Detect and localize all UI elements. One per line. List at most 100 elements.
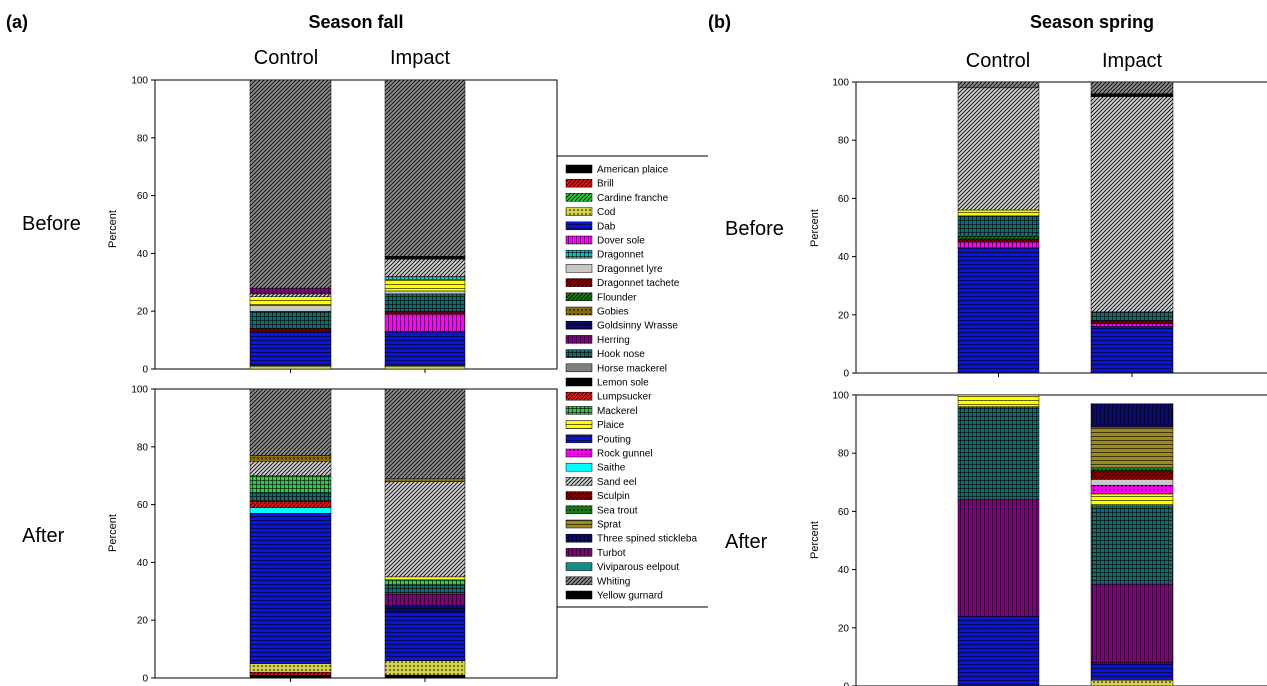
bar-segment-season-fall-before-control-plaice bbox=[249, 296, 332, 306]
legend-swatch bbox=[565, 164, 593, 174]
y-tick-label: 60 bbox=[838, 507, 850, 518]
bar-segment-season-spring-before-control-hook-nose bbox=[957, 215, 1040, 237]
legend-label: Sea trout bbox=[597, 505, 638, 516]
bar-segment-season-spring-after-impact-three-spined-stickleba bbox=[1090, 403, 1174, 428]
bar-segment-season-fall-after-impact-herring bbox=[384, 593, 466, 607]
bar-segment-season-spring-before-control-sand-eel bbox=[957, 87, 1040, 211]
y-tick-label: 20 bbox=[137, 307, 149, 318]
bar-segment-season-fall-after-control-brill bbox=[249, 671, 332, 676]
y-tick-label: 80 bbox=[838, 449, 850, 460]
legend-swatch bbox=[565, 292, 593, 302]
legend-label: Pouting bbox=[597, 434, 631, 445]
legend-label: Gobies bbox=[597, 307, 629, 318]
legend-swatch bbox=[565, 363, 593, 373]
bar-segment-season-fall-after-impact-plaice bbox=[384, 576, 466, 580]
bar-segment-season-spring-before-control-sculpin bbox=[957, 238, 1040, 243]
bar-segment-season-fall-after-impact-goldsinny-wrasse bbox=[384, 605, 466, 612]
bar-segment-season-fall-before-impact-hook-nose bbox=[384, 293, 466, 312]
legend-label: Lemon sole bbox=[597, 378, 649, 389]
panel-a-after-ylabel: Percent bbox=[107, 514, 119, 552]
bar-segment-season-fall-before-control-dab bbox=[249, 331, 332, 367]
legend-label: Dragonnet tachete bbox=[597, 278, 680, 289]
panel-b-row-after: After bbox=[725, 531, 768, 553]
panel-b-row-before: Before bbox=[725, 218, 784, 240]
legend-label: Flounder bbox=[597, 292, 637, 303]
y-tick-label: 100 bbox=[832, 78, 849, 89]
legend-swatch bbox=[565, 548, 593, 557]
y-tick-label: 100 bbox=[131, 76, 148, 87]
bar-segment-season-fall-after-control-cod bbox=[249, 663, 332, 673]
legend-label: Cod bbox=[597, 207, 615, 218]
panel-b-column-impact: Impact bbox=[1102, 50, 1162, 72]
bar-segment-season-fall-after-impact-lemon-sole bbox=[384, 674, 466, 679]
legend-swatch bbox=[565, 349, 593, 358]
legend-label: Hook nose bbox=[597, 349, 645, 360]
legend-swatch bbox=[565, 477, 593, 486]
bar-segment-season-spring-before-control-whiting bbox=[957, 81, 1040, 89]
legend-label: Dragonnet lyre bbox=[597, 264, 663, 275]
bar-segment-season-spring-after-impact-plaice bbox=[1090, 493, 1174, 506]
bar-segment-season-spring-after-control-dab bbox=[957, 615, 1040, 686]
bar-segment-season-fall-before-control-dragonnet-lyre bbox=[249, 305, 332, 312]
bar-segment-season-fall-before-impact-plaice bbox=[384, 279, 466, 292]
panel-a-column-control: Control bbox=[254, 47, 318, 69]
legend-label: Herring bbox=[597, 335, 630, 346]
legend-label: Sand eel bbox=[597, 477, 636, 488]
y-tick-label: 40 bbox=[137, 249, 149, 260]
bar-segment-season-spring-before-impact-sand-eel bbox=[1090, 96, 1174, 313]
y-tick-label: 40 bbox=[137, 558, 149, 569]
bar-segment-season-fall-before-impact-lemon-sole bbox=[384, 256, 466, 260]
bar-segment-season-spring-after-impact-dab bbox=[1090, 662, 1174, 681]
bar-segment-season-spring-after-impact-sea-trout bbox=[1090, 467, 1174, 471]
bar-segment-season-fall-after-impact-whiting bbox=[384, 388, 466, 479]
panel-a-title: Season fall bbox=[308, 12, 403, 32]
legend: American plaice Brill Cardine franche Cod Da… bbox=[557, 155, 708, 608]
legend-label: Turbot bbox=[597, 548, 626, 559]
panel-a-row-after: After bbox=[22, 525, 65, 547]
y-tick-label: 60 bbox=[137, 191, 149, 202]
bar-segment-season-fall-after-control-dab bbox=[249, 513, 332, 664]
bar-segment-season-fall-before-control-sand-eel bbox=[249, 293, 332, 297]
bar-segment-season-spring-after-control-herring bbox=[957, 499, 1040, 617]
legend-swatch bbox=[565, 420, 593, 429]
legend-swatch bbox=[565, 278, 593, 287]
bar-segment-season-spring-after-control-hook-nose bbox=[957, 406, 1040, 501]
legend-label: Dragonnet bbox=[597, 250, 644, 261]
bar-segment-season-fall-after-control-whiting bbox=[249, 388, 332, 456]
bar-segment-season-fall-before-impact-dragonnet-lyre bbox=[384, 290, 466, 295]
legend-swatch bbox=[565, 178, 593, 188]
legend-label: Mackerel bbox=[597, 406, 638, 417]
bar-segment-season-fall-after-impact-sand-eel bbox=[384, 481, 466, 578]
legend-swatch bbox=[565, 505, 593, 515]
legend-swatch bbox=[565, 576, 593, 586]
panel-a-column-impact: Impact bbox=[390, 47, 450, 69]
bar-segment-season-fall-after-impact-mackerel bbox=[384, 579, 466, 586]
plot-fall-before: 0 20 40 60 80 100 bbox=[131, 76, 558, 376]
y-tick-label: 0 bbox=[142, 674, 148, 685]
legend-swatch bbox=[565, 391, 593, 401]
legend-label: Horse mackerel bbox=[597, 363, 667, 374]
legend-label: Cardine franche bbox=[597, 193, 669, 204]
bar-segment-season-fall-after-impact-hook-nose bbox=[384, 585, 466, 595]
plot-spring-before: 0 20 40 60 80 100 bbox=[832, 78, 1267, 380]
y-tick-label: 100 bbox=[131, 385, 148, 396]
legend-swatch bbox=[565, 533, 593, 543]
bar-segment-season-spring-before-control-plaice bbox=[957, 209, 1040, 217]
legend-label: Brill bbox=[597, 179, 614, 190]
legend-label: Plaice bbox=[597, 420, 625, 431]
bar-segment-season-fall-after-control-mackerel bbox=[249, 475, 332, 494]
bar-segment-season-fall-after-impact-cod bbox=[384, 660, 466, 676]
legend-label: Viviparous eelpout bbox=[597, 562, 679, 573]
panel-a-before-ylabel: Percent bbox=[107, 210, 119, 248]
bar-segment-season-spring-before-control-flounder bbox=[957, 235, 1040, 240]
y-tick-label: 40 bbox=[838, 565, 850, 576]
bar-segment-season-spring-after-impact-dragonnet-lyre bbox=[1090, 479, 1174, 486]
y-tick-label: 60 bbox=[838, 194, 850, 205]
legend-swatch bbox=[565, 335, 593, 344]
bar-segment-season-fall-before-impact-whiting bbox=[384, 79, 466, 257]
legend-label: Yellow gurnard bbox=[597, 591, 663, 602]
plot-frame bbox=[154, 388, 558, 679]
legend-swatch bbox=[565, 249, 593, 259]
y-tick-label: 80 bbox=[137, 442, 149, 453]
